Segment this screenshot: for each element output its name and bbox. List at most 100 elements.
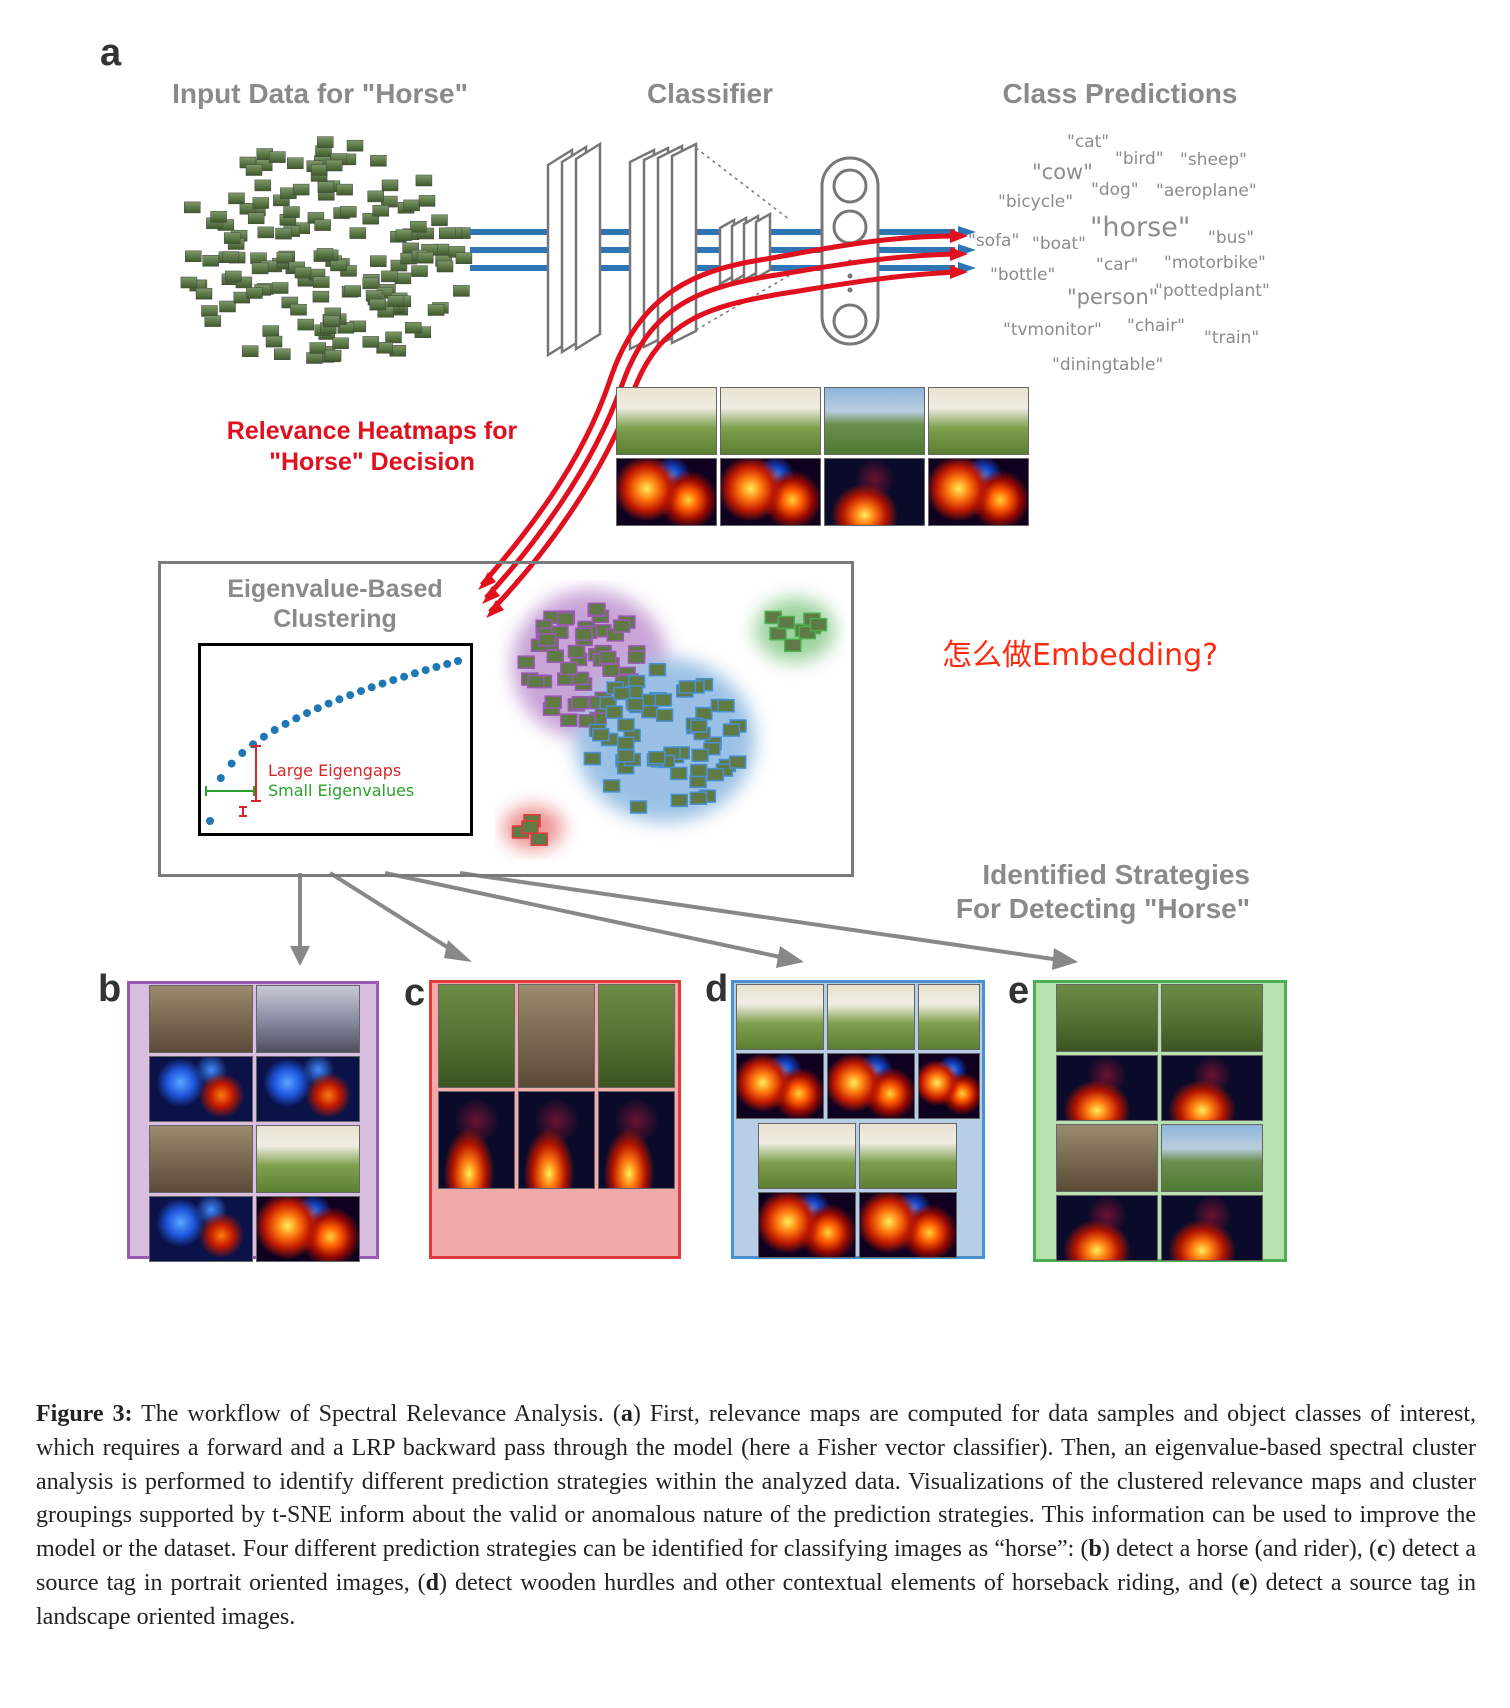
- prediction-train: "train": [1204, 328, 1260, 348]
- layer-projection-lines: [695, 147, 791, 331]
- relevance-label-line1: Relevance Heatmaps for: [226, 417, 518, 445]
- prediction-diningtable: "diningtable": [1052, 355, 1164, 375]
- tsne-thumbnail: [809, 617, 828, 632]
- input-thumbnail: [370, 155, 387, 167]
- input-thumbnail: [271, 282, 289, 294]
- panel-letter-b: b: [98, 968, 122, 1010]
- input-thumbnail: [381, 179, 399, 192]
- panel-c-strategy: [429, 980, 681, 1259]
- tsne-thumbnail: [598, 650, 617, 665]
- caption-part4: ) detect a source tag in portrait orient…: [36, 1536, 1477, 1596]
- input-thumbnail: [316, 248, 334, 260]
- input-thumbnail: [385, 331, 402, 344]
- input-thumbnail: [431, 214, 448, 227]
- input-thumbnail: [184, 201, 201, 214]
- panel-d-grid-top: [736, 984, 980, 1119]
- caption-part1: The workflow of Spectral Relevance Analy…: [141, 1401, 621, 1427]
- input-thumbnail: [269, 151, 286, 163]
- input-thumbnail: [239, 203, 257, 215]
- input-thumbnail: [222, 251, 240, 263]
- strategies-title: Identified Strategies For Detecting "Hor…: [900, 858, 1250, 926]
- panel-d-heatmap: [827, 1053, 915, 1119]
- panel-e-heatmap: [1056, 1195, 1158, 1261]
- input-thumbnail: [283, 206, 300, 218]
- eigenvalue-dot: [421, 666, 430, 675]
- tsne-thumbnail: [717, 698, 735, 713]
- input-thumbnail: [362, 336, 380, 348]
- tsne-thumbnail: [617, 718, 635, 732]
- tsne-thumbnail: [706, 767, 724, 782]
- panel-d-heatmap: [918, 1053, 980, 1119]
- panel-d-heatmap: [859, 1192, 957, 1258]
- input-thumbnail: [370, 255, 387, 267]
- tsne-thumbnail: [641, 704, 659, 719]
- example-heatmap: [720, 458, 821, 526]
- tsne-thumbnail: [544, 695, 562, 709]
- caption-label: Figure 3:: [36, 1401, 133, 1427]
- panel-e-photo: [1056, 984, 1158, 1052]
- image-thumbnails: [180, 136, 473, 364]
- input-thumbnail: [332, 337, 349, 350]
- panel-c-photo: [438, 984, 515, 1088]
- input-thumbnail: [275, 227, 292, 240]
- input-thumbnail: [439, 227, 456, 240]
- input-thumbnail: [210, 211, 227, 223]
- panel-d-photo: [736, 984, 824, 1050]
- tsne-thumbnail: [689, 763, 708, 778]
- tsne-clusters: [503, 590, 835, 850]
- tsne-thumbnail: [530, 832, 548, 846]
- tsne-thumbnail: [571, 671, 590, 686]
- input-thumbnail: [276, 251, 294, 264]
- tsne-thumbnails: [511, 602, 828, 846]
- prediction-person: "person": [1067, 285, 1159, 309]
- eigenvalue-dot: [335, 695, 344, 704]
- output-neurons: [820, 156, 880, 346]
- strategy-arrows: [298, 871, 1061, 962]
- eigenvalue-dot: [443, 660, 452, 668]
- tsne-thumbnail: [583, 751, 602, 766]
- input-thumbnail: [252, 197, 270, 209]
- input-thumbnail: [287, 157, 304, 169]
- eigenvalue-dot: [238, 749, 247, 757]
- panel-b-photo: [256, 1125, 360, 1193]
- eigenvalue-dot: [259, 732, 268, 741]
- network-diagram: [290, 141, 1078, 970]
- tsne-thumbnail: [588, 602, 606, 617]
- eigenvalue-dot: [270, 726, 279, 734]
- panel-b-heatmap: [256, 1196, 360, 1262]
- caption-ref-b: b: [1088, 1536, 1102, 1563]
- example-heatmap: [824, 458, 925, 526]
- panel-d-photo: [758, 1123, 856, 1189]
- input-thumbnail: [246, 287, 263, 299]
- input-thumbnail: [344, 285, 362, 297]
- prediction-dog: "dog": [1091, 180, 1139, 200]
- input-thumbnail: [367, 190, 384, 203]
- input-thumbnail: [297, 318, 315, 331]
- input-thumbnail: [387, 295, 405, 307]
- input-thumbnail: [195, 287, 213, 300]
- strategies-title-line2: For Detecting "Horse": [955, 893, 1250, 924]
- tsne-thumbnail: [617, 736, 635, 750]
- panel-e-grid: [1056, 984, 1263, 1261]
- eigenvalue-dot: [410, 669, 419, 678]
- example-photo: [720, 387, 821, 455]
- legend-small-eigenvalues: Small Eigenvalues: [268, 781, 415, 800]
- prediction-horse: "horse": [1090, 212, 1191, 243]
- input-thumbnail: [395, 229, 413, 241]
- example-heatmap-grid: [616, 387, 1029, 526]
- eigenvalue-dot: [227, 759, 236, 768]
- eigenvalue-dots: [206, 657, 462, 825]
- tsne-thumbnail: [612, 619, 631, 633]
- relevance-label-line2: "Horse" Decision: [269, 448, 475, 476]
- caption-part5: ) detect wooden hurdles and other contex…: [439, 1569, 1239, 1596]
- panel-e-heatmap: [1161, 1195, 1263, 1261]
- input-thumbnail: [281, 296, 299, 309]
- prediction-bottle: "bottle": [990, 265, 1056, 285]
- strategy-arrowheads: [290, 940, 1078, 970]
- tsne-thumbnail: [689, 791, 708, 805]
- example-photo: [616, 387, 717, 455]
- input-data-cloud: [180, 136, 473, 364]
- prediction-cow: "cow": [1032, 160, 1093, 184]
- input-thumbnail: [219, 300, 236, 313]
